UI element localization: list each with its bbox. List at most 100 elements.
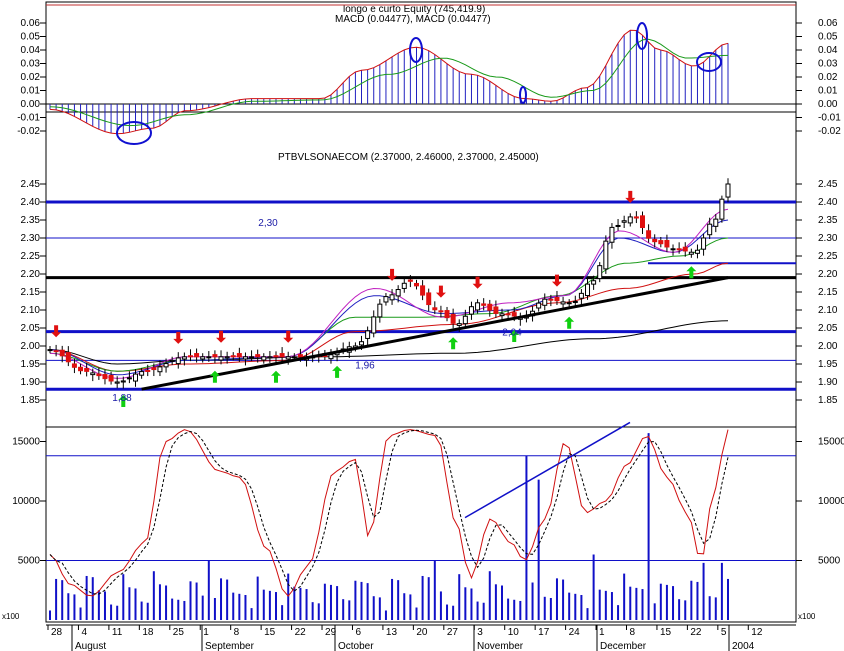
candle-body bbox=[450, 313, 456, 324]
candle-body bbox=[187, 355, 193, 358]
candle-body bbox=[682, 246, 688, 252]
candle-body bbox=[438, 310, 444, 313]
candle-body bbox=[462, 315, 468, 325]
date-day-label: 15 bbox=[660, 627, 672, 638]
candle-body bbox=[413, 282, 419, 287]
date-day-label: 17 bbox=[538, 627, 550, 638]
candle-body bbox=[200, 356, 206, 360]
price-tick-right: 2.25 bbox=[818, 251, 838, 262]
sell-arrow-icon bbox=[551, 274, 562, 287]
price-tick-right: 1.95 bbox=[818, 359, 838, 370]
candle-body bbox=[365, 330, 371, 339]
candle-body bbox=[566, 302, 572, 305]
date-month-label: December bbox=[600, 641, 647, 651]
macd-tick-left: -0.02 bbox=[17, 126, 40, 137]
date-day-label: 28 bbox=[51, 627, 63, 638]
date-day-label: 13 bbox=[386, 627, 398, 638]
candle-body bbox=[236, 353, 242, 358]
candle-body bbox=[688, 251, 694, 255]
date-day-label: 1 bbox=[599, 627, 605, 638]
candle-body bbox=[499, 313, 505, 317]
candle-body bbox=[371, 316, 377, 334]
date-day-label: 5 bbox=[721, 627, 727, 638]
candlesticks bbox=[47, 178, 731, 389]
candle-body bbox=[707, 223, 713, 236]
candle-body bbox=[53, 350, 59, 353]
candle-body bbox=[639, 215, 645, 229]
candle-body bbox=[713, 218, 719, 227]
candle-body bbox=[249, 356, 255, 359]
candle-body bbox=[676, 248, 682, 251]
candle-body bbox=[194, 353, 200, 358]
candle-body bbox=[468, 306, 474, 315]
date-day-label: 10 bbox=[508, 627, 520, 638]
price-tick-right: 1.90 bbox=[818, 377, 838, 388]
date-month-label: 2004 bbox=[732, 641, 755, 651]
long-moving-average bbox=[49, 320, 729, 365]
date-day-label: 18 bbox=[142, 627, 154, 638]
oscillator-trendline bbox=[464, 421, 631, 519]
candle-body bbox=[701, 237, 707, 250]
candle-body bbox=[163, 363, 169, 368]
macd-tick-left: 0.05 bbox=[21, 32, 41, 43]
oscillator-line bbox=[49, 429, 729, 597]
macd-highlight-circles bbox=[116, 22, 722, 145]
candle-body bbox=[505, 313, 511, 316]
date-month-label: October bbox=[338, 641, 374, 651]
date-day-label: 25 bbox=[173, 627, 185, 638]
candle-body bbox=[487, 303, 493, 311]
highlight-circle bbox=[116, 121, 152, 145]
candle-body bbox=[511, 312, 517, 317]
candle-body bbox=[432, 307, 438, 311]
candle-body bbox=[597, 265, 603, 280]
macd-tick-right: 0.02 bbox=[818, 72, 838, 83]
level-label: 2,04 bbox=[502, 328, 522, 339]
candle-body bbox=[242, 356, 248, 360]
sell-arrow-icon bbox=[435, 285, 446, 298]
macd-tick-right: 0.01 bbox=[818, 86, 838, 97]
price-tick-right: 2.40 bbox=[818, 197, 838, 208]
volume-tick-left: 10000 bbox=[12, 496, 40, 507]
candle-body bbox=[145, 370, 151, 373]
candle-body bbox=[658, 240, 664, 245]
candle-body bbox=[395, 289, 401, 297]
date-month-label: August bbox=[75, 641, 106, 651]
sell-arrow-icon bbox=[472, 276, 483, 289]
macd-axis: 0.06 0.06 0.05 0.05 0.04 0.04 0.03 0.03 0.02 0.02… bbox=[17, 4, 841, 137]
candle-body bbox=[206, 356, 212, 359]
candle-body bbox=[456, 323, 462, 326]
candle-body bbox=[548, 298, 554, 301]
price-tick-left: 2.25 bbox=[21, 251, 41, 262]
candle-body bbox=[475, 302, 481, 311]
level-labels: 2,30 1,96 1,88 2,04 bbox=[112, 218, 522, 404]
support-trendline bbox=[141, 276, 729, 391]
candle-body bbox=[261, 356, 267, 361]
volume-bars bbox=[49, 433, 729, 620]
sell-arrow-icon bbox=[51, 325, 62, 338]
candle-body bbox=[78, 366, 84, 372]
candle-body bbox=[297, 354, 303, 358]
date-day-label: 1 bbox=[203, 627, 209, 638]
date-day-label: 22 bbox=[690, 627, 702, 638]
candle-body bbox=[84, 368, 90, 372]
macd-tick-left: 0.02 bbox=[21, 72, 41, 83]
candle-body bbox=[420, 285, 426, 296]
candle-body bbox=[670, 248, 676, 251]
candle-body bbox=[47, 349, 53, 352]
candle-body bbox=[71, 363, 77, 368]
highlight-circle bbox=[636, 22, 648, 50]
equity-title: longo e curto Equity (745,419.9) bbox=[343, 4, 485, 15]
candle-body bbox=[133, 373, 139, 382]
candle-body bbox=[554, 296, 560, 302]
candle-body bbox=[212, 354, 218, 358]
macd-tick-right: 0.03 bbox=[818, 59, 838, 70]
candle-body bbox=[377, 303, 383, 318]
candle-body bbox=[536, 302, 542, 309]
candle-body bbox=[328, 354, 334, 360]
candle-body bbox=[285, 356, 291, 360]
candle-body bbox=[169, 359, 175, 362]
buy-arrow-icon bbox=[448, 337, 459, 350]
date-day-label: 8 bbox=[629, 627, 635, 638]
date-day-label: 3 bbox=[477, 627, 483, 638]
volume-tick-left: 15000 bbox=[12, 437, 40, 448]
